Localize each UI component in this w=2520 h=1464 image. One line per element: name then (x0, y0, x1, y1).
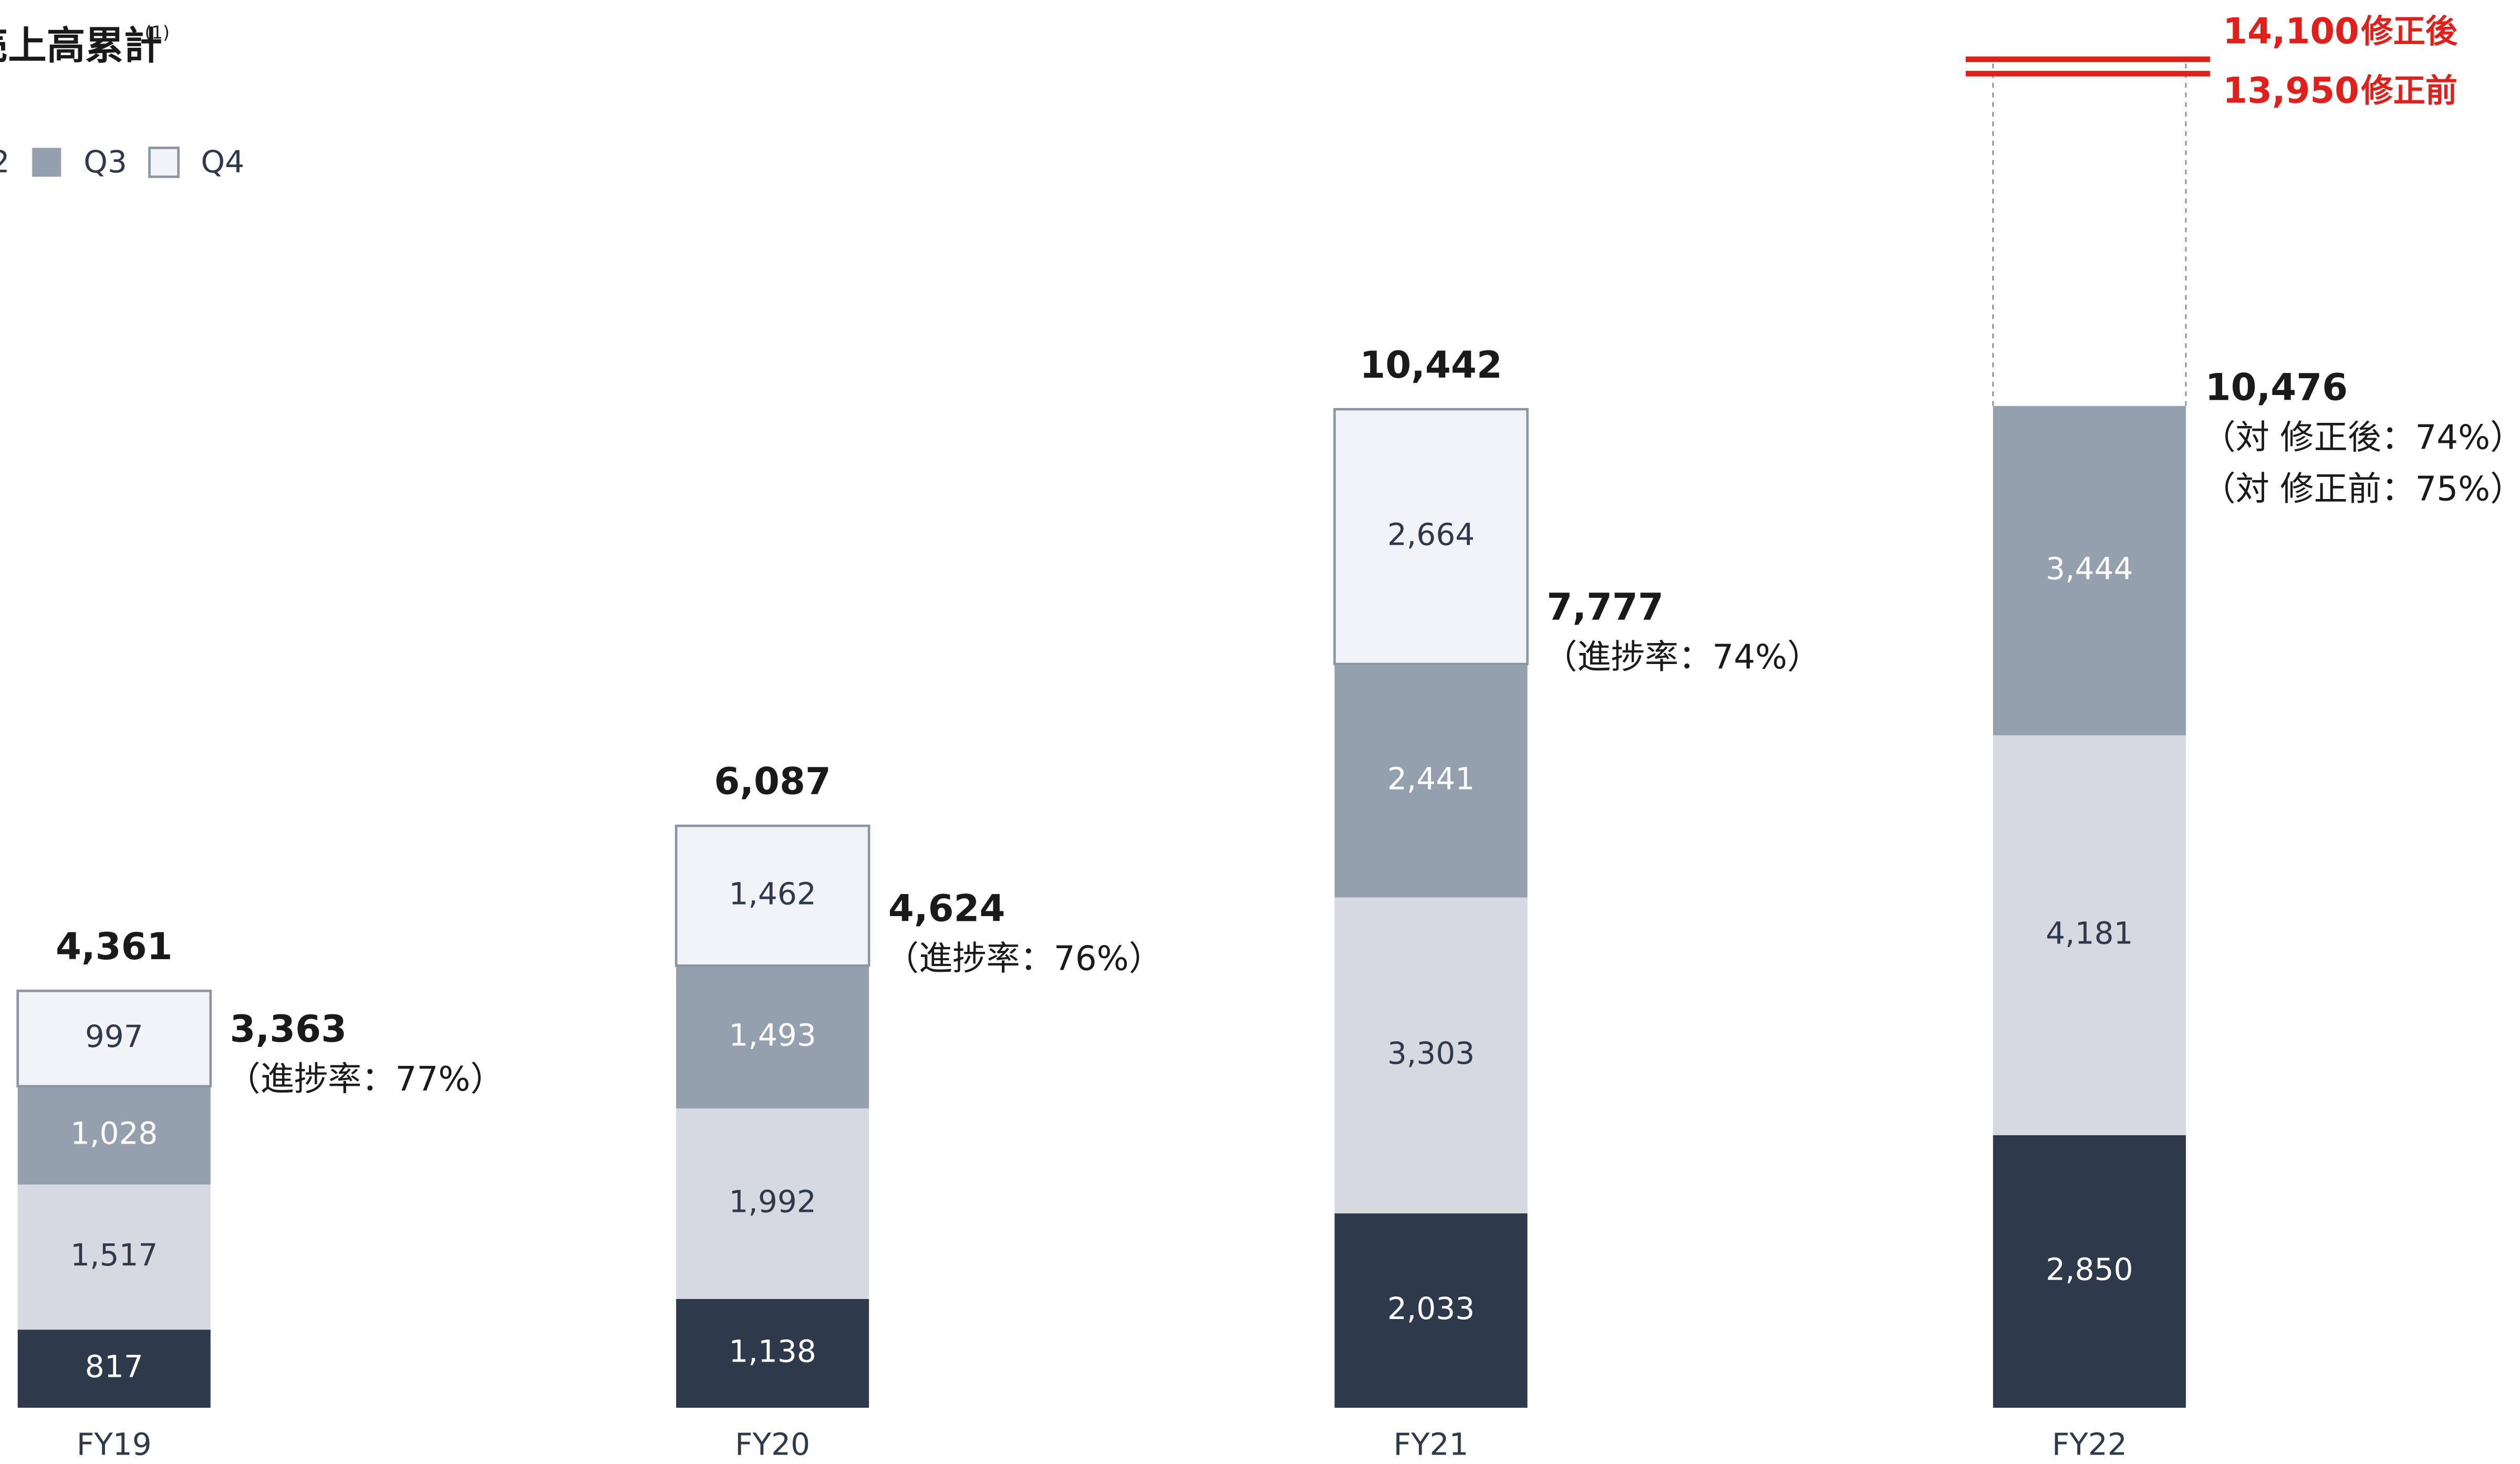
legend-label: Q2 (0, 144, 10, 180)
bar-segment (1333, 408, 1529, 666)
bar-segment (675, 824, 870, 967)
progress-note: （進捗率：74%） (1543, 637, 1821, 677)
bar-segment (1334, 897, 1528, 1213)
bar-segment (17, 1330, 211, 1408)
bar-segment (676, 965, 869, 1109)
segment-label: 997 (85, 1019, 143, 1054)
legend-label: Q3 (84, 144, 127, 180)
bar-segment (1993, 406, 2186, 735)
progress-label: 7,777 (1547, 586, 1664, 629)
bar-segment (1334, 664, 1528, 898)
chart-title: 売上高累計 (0, 24, 162, 68)
bar-segment (1993, 1135, 2186, 1408)
legend-label: Q4 (201, 144, 244, 180)
progress-label: 4,624 (888, 887, 1005, 930)
progress-label: 3,363 (230, 1008, 347, 1051)
progress-note: （進捗率：76%） (885, 939, 1163, 978)
forecast-name: 修正後 (2361, 13, 2457, 50)
title-note: (1) (144, 23, 170, 43)
segment-label: 1,493 (729, 1017, 816, 1053)
bar-segment (16, 990, 212, 1088)
x-tick-label: FY21 (1394, 1426, 1469, 1462)
total-label: 10,442 (1360, 344, 1502, 387)
segment-label: 1,992 (729, 1184, 816, 1220)
bar-segment (676, 1108, 869, 1299)
segment-label: 1,138 (729, 1333, 816, 1369)
bar-segment (17, 1086, 211, 1185)
x-tick-label: FY19 (77, 1426, 152, 1462)
total-label: 6,087 (714, 760, 831, 803)
segment-label: 2,850 (2046, 1252, 2133, 1288)
segment-label: 4,181 (2046, 916, 2133, 951)
x-tick-label: FY22 (2052, 1426, 2127, 1462)
segment-label: 1,517 (70, 1237, 158, 1273)
total-label: 10,476 (2205, 366, 2348, 409)
bar-segment (1334, 1213, 1528, 1408)
progress-note: （進捗率：77%） (226, 1060, 504, 1099)
total-label: 4,361 (56, 925, 173, 968)
segment-label: 2,033 (1387, 1291, 1475, 1326)
segment-label: 3,303 (1387, 1035, 1475, 1071)
segment-label: 817 (85, 1349, 143, 1385)
segment-label: 1,462 (729, 876, 816, 911)
bar-segment (1993, 735, 2186, 1136)
legend-swatch (32, 148, 61, 177)
legend-swatch (148, 147, 180, 178)
forecast-label: 14,100 (2223, 11, 2359, 51)
segment-label: 1,028 (70, 1116, 158, 1151)
x-tick-label: FY20 (735, 1426, 810, 1462)
bar-segment (676, 1299, 869, 1408)
segment-label: 2,441 (1387, 761, 1475, 796)
segment-label: 2,664 (1387, 517, 1475, 553)
progress-note: （対 修正前：75%） (2202, 469, 2520, 508)
progress-note: （対 修正後：74%） (2202, 418, 2520, 457)
segment-label: 3,444 (2046, 551, 2133, 586)
forecast-name: 修正前 (2361, 72, 2457, 109)
bar-segment (17, 1184, 211, 1330)
forecast-label: 13,950 (2223, 70, 2359, 111)
